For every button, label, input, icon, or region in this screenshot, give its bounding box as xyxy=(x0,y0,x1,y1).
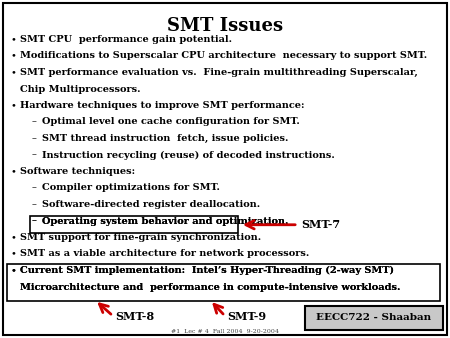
Text: •: • xyxy=(10,266,16,275)
Bar xyxy=(30,216,238,233)
Text: Modifications to Superscalar CPU architecture  necessary to support SMT.: Modifications to Superscalar CPU archite… xyxy=(20,51,427,61)
Bar xyxy=(7,264,440,301)
Text: SMT-8: SMT-8 xyxy=(115,311,154,321)
Text: –: – xyxy=(32,217,37,225)
Text: Operating system behavior and optimization.: Operating system behavior and optimizati… xyxy=(42,217,288,225)
Text: –: – xyxy=(32,200,37,209)
Bar xyxy=(305,306,443,330)
Text: Software-directed register deallocation.: Software-directed register deallocation. xyxy=(42,200,260,209)
Text: Microarchitecture and  performance in compute-intensive workloads.: Microarchitecture and performance in com… xyxy=(20,283,400,291)
Text: Software techniques:: Software techniques: xyxy=(20,167,135,176)
Text: Microarchitecture and  performance in compute-intensive workloads.: Microarchitecture and performance in com… xyxy=(20,283,400,291)
Text: Chip Multiprocessors.: Chip Multiprocessors. xyxy=(20,84,140,94)
Text: •: • xyxy=(10,68,16,77)
Text: –: – xyxy=(32,150,37,160)
Text: •: • xyxy=(10,266,16,275)
Text: •: • xyxy=(10,233,16,242)
Text: SMT Issues: SMT Issues xyxy=(167,17,283,35)
Text: Operating system behavior and optimization.: Operating system behavior and optimizati… xyxy=(42,217,288,225)
Text: SMT CPU  performance gain potential.: SMT CPU performance gain potential. xyxy=(20,35,232,44)
Text: •: • xyxy=(10,249,16,259)
Text: •: • xyxy=(10,35,16,44)
Text: –: – xyxy=(32,118,37,126)
Text: –: – xyxy=(32,184,37,193)
Text: •: • xyxy=(10,51,16,61)
Text: –: – xyxy=(32,217,37,225)
Text: SMT thread instruction  fetch, issue policies.: SMT thread instruction fetch, issue poli… xyxy=(42,134,288,143)
Text: EECC722 - Shaaban: EECC722 - Shaaban xyxy=(316,314,432,322)
Text: Instruction recycling (reuse) of decoded instructions.: Instruction recycling (reuse) of decoded… xyxy=(42,150,335,160)
Text: Optimal level one cache configuration for SMT.: Optimal level one cache configuration fo… xyxy=(42,118,300,126)
Text: Compiler optimizations for SMT.: Compiler optimizations for SMT. xyxy=(42,184,220,193)
Text: •: • xyxy=(10,167,16,176)
Text: Current SMT implementation:  Intel’s Hyper-Threading (2-way SMT): Current SMT implementation: Intel’s Hype… xyxy=(20,266,394,275)
Text: –: – xyxy=(32,134,37,143)
Text: •: • xyxy=(10,101,16,110)
Text: SMT-9: SMT-9 xyxy=(227,311,266,321)
Text: SMT support for fine-grain synchronization.: SMT support for fine-grain synchronizati… xyxy=(20,233,261,242)
Text: SMT performance evaluation vs.  Fine-grain multithreading Superscalar,: SMT performance evaluation vs. Fine-grai… xyxy=(20,68,418,77)
Text: #1  Lec # 4  Fall 2004  9-20-2004: #1 Lec # 4 Fall 2004 9-20-2004 xyxy=(171,329,279,334)
Text: SMT as a viable architecture for network processors.: SMT as a viable architecture for network… xyxy=(20,249,309,259)
Text: SMT-7: SMT-7 xyxy=(301,219,340,230)
Text: Hardware techniques to improve SMT performance:: Hardware techniques to improve SMT perfo… xyxy=(20,101,305,110)
Text: Current SMT implementation:  Intel’s Hyper-Threading (2-way SMT): Current SMT implementation: Intel’s Hype… xyxy=(20,266,394,275)
